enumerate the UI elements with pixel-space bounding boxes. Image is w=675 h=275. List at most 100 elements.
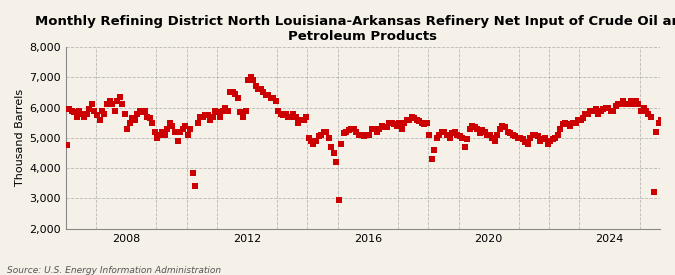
Point (616, 102, 626, 107)
Point (399, 120, 410, 125)
Point (575, 117, 586, 122)
Point (89, 108, 100, 113)
Text: Source: U.S. Energy Information Administration: Source: U.S. Energy Information Administ… (7, 266, 221, 275)
Point (346, 126, 356, 131)
Point (74, 108, 84, 113)
Point (500, 125, 510, 130)
Point (223, 108, 234, 113)
Point (421, 120, 432, 125)
Point (323, 136, 334, 140)
Point (447, 131, 458, 136)
Point (568, 120, 578, 125)
Point (321, 130, 331, 134)
Point (437, 130, 448, 134)
Point (384, 120, 395, 125)
Point (404, 117, 414, 122)
Point (462, 137, 472, 142)
Point (361, 133, 372, 137)
Point (593, 111, 603, 116)
Point (318, 130, 329, 134)
Point (333, 198, 344, 202)
Point (344, 128, 354, 133)
Point (190, 184, 200, 188)
Point (406, 114, 417, 119)
Point (250, 84, 261, 89)
Point (298, 117, 309, 122)
Point (331, 160, 342, 164)
Point (600, 105, 611, 110)
Point (185, 126, 196, 131)
Point (261, 93, 271, 98)
Point (643, 111, 654, 116)
Point (328, 151, 339, 155)
Point (537, 137, 548, 142)
Point (109, 108, 120, 113)
Point (300, 114, 311, 119)
Point (152, 136, 163, 140)
Point (450, 130, 460, 134)
Point (492, 133, 503, 137)
Point (469, 125, 480, 130)
Point (202, 113, 213, 117)
Point (104, 99, 115, 104)
Point (530, 133, 541, 137)
Point (475, 131, 485, 136)
Point (545, 139, 556, 143)
Point (416, 120, 427, 125)
Point (99, 111, 110, 116)
Point (505, 131, 516, 136)
Point (132, 111, 142, 116)
Point (379, 125, 389, 130)
Point (130, 117, 140, 122)
Point (313, 134, 324, 139)
Point (137, 110, 148, 114)
Point (381, 125, 392, 130)
Point (97, 108, 107, 113)
Point (431, 136, 442, 140)
Point (565, 123, 576, 128)
Point (520, 140, 531, 145)
Point (326, 145, 337, 149)
Point (552, 133, 563, 137)
Point (467, 123, 478, 128)
Point (630, 99, 641, 104)
Point (533, 134, 543, 139)
Point (182, 133, 193, 137)
Point (227, 90, 238, 95)
Point (517, 137, 528, 142)
Point (293, 120, 304, 125)
Point (605, 108, 616, 113)
Point (243, 78, 254, 82)
Point (429, 148, 439, 152)
Point (610, 104, 621, 108)
Point (502, 130, 513, 134)
Point (414, 119, 425, 123)
Point (628, 102, 639, 107)
Point (427, 157, 437, 161)
Point (580, 111, 591, 116)
Point (633, 102, 644, 107)
Point (547, 137, 558, 142)
Point (316, 133, 327, 137)
Point (626, 99, 637, 104)
Point (192, 120, 203, 125)
Point (402, 117, 412, 122)
Point (441, 133, 452, 137)
Point (205, 117, 216, 122)
Point (396, 126, 407, 131)
Point (608, 108, 619, 113)
Point (439, 130, 450, 134)
Point (290, 114, 301, 119)
Point (651, 130, 661, 134)
Point (235, 110, 246, 114)
Point (558, 122, 568, 127)
Point (155, 133, 165, 137)
Point (354, 133, 364, 137)
Point (485, 133, 495, 137)
Point (535, 139, 545, 143)
Point (76, 111, 87, 116)
Point (341, 130, 352, 134)
Point (286, 114, 296, 119)
Point (371, 130, 382, 134)
Point (562, 122, 573, 127)
